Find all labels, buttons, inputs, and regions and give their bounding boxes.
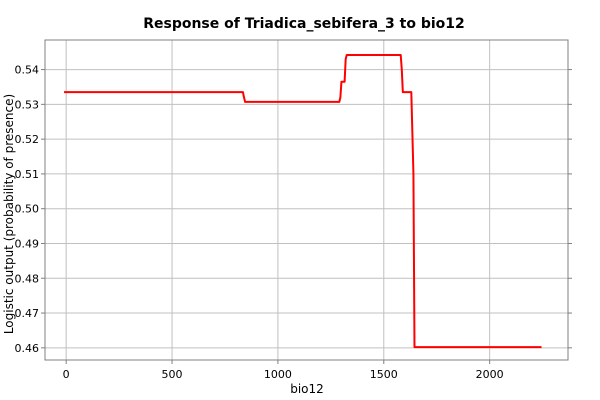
y-tick-label: 0.47	[15, 307, 40, 320]
x-tick-label: 0	[63, 368, 70, 381]
y-tick-label: 0.53	[15, 98, 40, 111]
plot-frame	[44, 39, 569, 361]
y-axis-label: Logistic output (probability of presence…	[2, 94, 16, 334]
y-tick-label: 0.50	[15, 203, 40, 216]
x-axis-label: bio12	[290, 382, 324, 396]
y-tick-label: 0.52	[15, 133, 40, 146]
y-tick-label: 0.49	[15, 237, 40, 250]
y-tick-label: 0.46	[15, 342, 40, 355]
y-tick-label: 0.48	[15, 272, 40, 285]
y-tick-label: 0.54	[15, 64, 40, 77]
grid	[45, 40, 568, 360]
chart-title: Response of Triadica_sebifera_3 to bio12	[143, 16, 465, 32]
x-tick-label: 1000	[264, 368, 292, 381]
x-tick-label: 1500	[370, 368, 398, 381]
y-tick-label: 0.51	[15, 168, 40, 181]
series-layer	[64, 53, 542, 349]
axis-ticks: 0 500 1000 1500 2000 0.46 0.47 0.48 0.49 0.50 0.51…	[15, 64, 572, 381]
x-tick-label: 2000	[476, 368, 504, 381]
response-curve	[64, 53, 542, 349]
x-tick-label: 500	[162, 368, 183, 381]
